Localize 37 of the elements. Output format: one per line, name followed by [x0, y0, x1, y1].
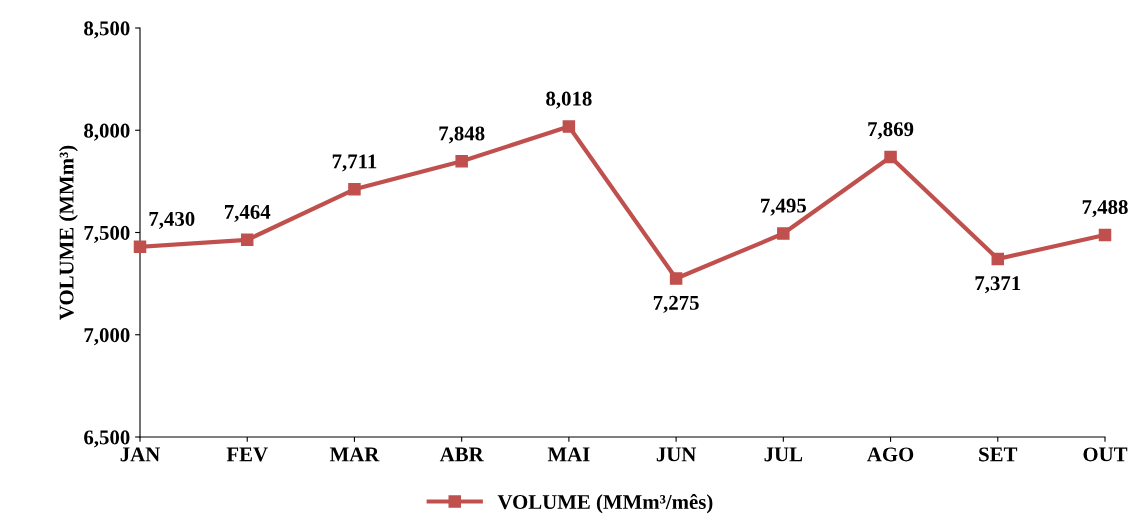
y-axis-title: VOLUME (MMm³): [58, 145, 78, 320]
data-label: 7,371: [975, 276, 1021, 294]
data-label: 7,488: [1082, 200, 1128, 218]
legend-label: VOLUME (MMm³/mês): [497, 494, 713, 514]
data-label: 7,464: [224, 204, 271, 222]
data-label: 7,275: [653, 295, 699, 313]
point: [1098, 228, 1112, 242]
point: [777, 227, 790, 240]
x-tick-label: MAI: [547, 447, 590, 462]
data-label: 7,869: [868, 122, 914, 140]
x-tick-label: FEV: [226, 447, 268, 462]
x-tick-label: SET: [979, 447, 1018, 462]
y-tick-label: 7,000: [84, 328, 130, 346]
y-tick-label: 7,500: [84, 225, 130, 243]
data-label: 7,711: [332, 154, 377, 172]
x-tick-label: MAR: [329, 447, 380, 462]
point: [240, 233, 254, 247]
y-tick-label: 8,500: [84, 21, 130, 39]
y-tick-label: 8,000: [84, 123, 130, 141]
data-label: 7,495: [761, 198, 807, 216]
point: [991, 252, 1005, 266]
x-tick-label: ABR: [439, 447, 484, 462]
point: [562, 120, 576, 133]
y-tick-label: 6,500: [84, 430, 130, 448]
data-label: 8,018: [546, 91, 592, 109]
point: [884, 150, 897, 164]
x-tick-label: OUT: [1083, 447, 1128, 462]
point: [348, 183, 361, 196]
x-tick-label: JAN: [120, 447, 160, 462]
point: [669, 272, 683, 285]
data-label: 7,848: [439, 126, 485, 144]
x-tick-label: JUN: [656, 447, 697, 462]
x-tick-label: JUL: [764, 447, 803, 462]
data-label: 7,430: [149, 211, 195, 229]
x-tick-label: AGO: [867, 447, 914, 462]
point: [455, 155, 468, 168]
point: [133, 240, 147, 254]
